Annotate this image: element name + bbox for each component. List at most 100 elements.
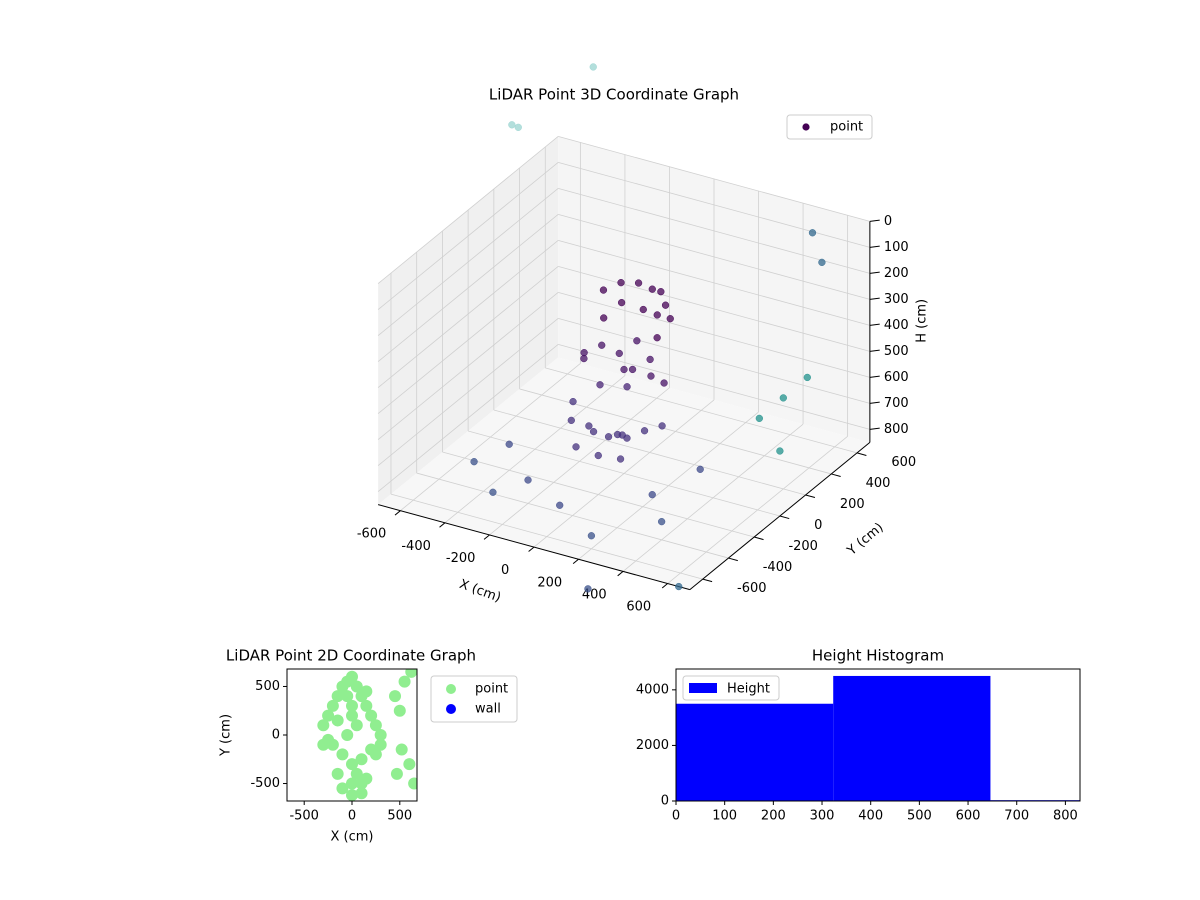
z-tick-label: 100 [884,240,909,255]
grid-line [377,318,559,466]
z-tick-label: 600 [884,370,909,385]
point [355,777,368,790]
chart-title: LiDAR Point 2D Coordinate Graph [226,647,476,665]
legend-marker [802,123,810,131]
legend-frame [786,114,873,140]
y-tick [805,494,816,499]
point [580,354,588,363]
grid-line [545,367,858,454]
point [350,719,363,732]
x-tick [661,583,668,589]
x-tick-label: 500 [387,809,412,824]
point [616,455,625,463]
z-tick-label: 0 [884,214,892,229]
point [658,422,666,430]
x-tick-label: 800 [1053,809,1078,824]
z-tick [869,427,880,430]
point [617,279,625,287]
grid-line [377,292,559,440]
point [623,434,631,442]
point [365,709,378,722]
point [594,451,602,460]
point [346,777,358,790]
point [818,258,826,267]
bar [676,703,834,801]
point [374,729,387,741]
point [779,394,787,402]
z-tick [869,375,880,378]
x-tick [528,546,535,552]
y-tick-label: 400 [866,476,891,491]
point [470,458,478,466]
point [604,433,613,441]
point [331,767,344,780]
x-tick-label: -500 [289,809,319,824]
point [346,789,358,801]
point [620,365,628,374]
point [408,777,417,790]
grid-line [558,292,870,378]
grid-line [390,493,703,580]
legend-marker [446,684,456,694]
point [653,334,661,342]
z-tick [869,349,880,352]
grid-line [558,188,870,274]
point [405,669,417,678]
point [572,443,580,451]
point [628,365,637,374]
legend-label: wall [475,702,501,717]
point [346,709,358,722]
point [326,699,339,712]
x-tick-label: 500 [907,809,932,824]
y-tick-label: 4000 [636,682,669,697]
point [403,758,416,771]
grid-line [558,136,870,222]
grid-line [377,214,559,362]
y-tick [856,452,867,456]
y-tick-label: -200 [788,539,818,554]
grid-line [468,430,780,517]
z-tick [869,219,880,222]
point [598,341,606,349]
chart-title: LiDAR Point 3D Coordinate Graph [489,86,739,104]
point [350,767,363,780]
x-tick [394,510,401,516]
point [567,416,575,425]
legend-marker [689,683,717,693]
point [398,675,411,688]
x-tick [572,558,579,565]
point [569,397,577,406]
grid-line [377,136,559,284]
x-tick-label: 200 [761,809,786,824]
grid-line [558,214,870,300]
legend-label: Height [727,682,770,697]
x-axis-label: X (cm) [457,577,503,606]
point [596,381,604,389]
grid-line [377,266,559,414]
y-tick-label: 0 [661,794,669,809]
point [584,585,592,593]
point [646,355,654,364]
y-tick [702,578,713,583]
point [341,729,354,741]
point [776,447,784,455]
points-layer [317,669,417,801]
bar [833,675,991,801]
z-tick [869,297,880,300]
point [617,298,626,307]
point [657,517,666,526]
point [393,704,406,717]
y-tick [754,536,764,541]
point [317,719,330,732]
x-tick-label: -400 [401,539,431,554]
x-tick-label: -600 [357,527,387,542]
grid-line [558,344,870,430]
legend-marker [446,704,456,714]
point [648,285,656,293]
x-tick-label: 300 [810,809,835,824]
z-tick-label: 300 [884,292,909,307]
x-tick [439,522,446,528]
point [661,301,670,309]
bars-layer [676,675,1080,801]
point [489,488,497,496]
